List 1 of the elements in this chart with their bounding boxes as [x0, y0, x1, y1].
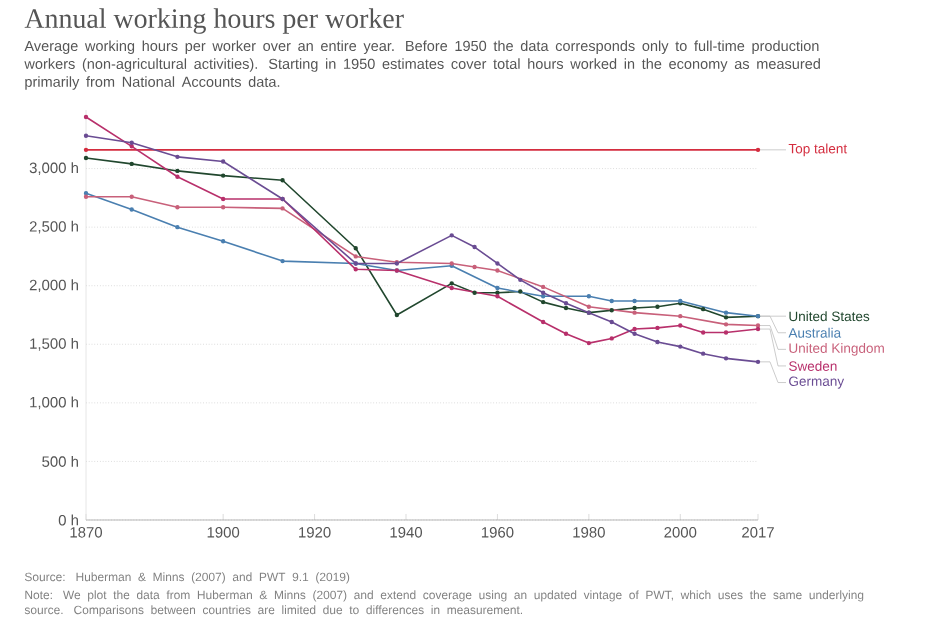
- chart-title: Annual working hours per worker: [24, 8, 404, 34]
